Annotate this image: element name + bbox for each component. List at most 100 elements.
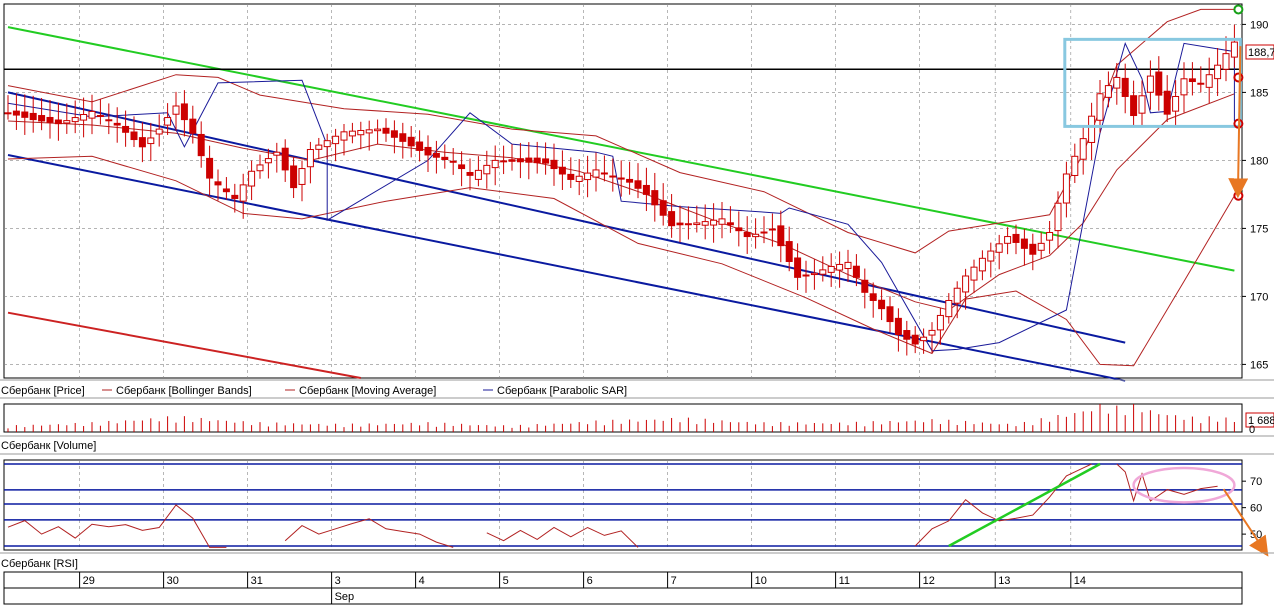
candle-6 xyxy=(54,102,62,141)
candle-body-84 xyxy=(710,219,718,226)
candle-body-144 xyxy=(1214,64,1222,80)
candle-87 xyxy=(735,211,743,247)
candle-body-115 xyxy=(970,266,978,281)
candle-body-27 xyxy=(231,194,239,199)
candle-104 xyxy=(878,289,886,321)
price-tick-label-5: 165 xyxy=(1250,359,1268,371)
candle-body-106 xyxy=(894,317,902,335)
candle-72 xyxy=(609,158,617,192)
candle-body-137 xyxy=(1155,71,1163,96)
candle-50 xyxy=(424,135,432,173)
candle-31 xyxy=(264,148,272,179)
candle-body-83 xyxy=(701,221,709,226)
candle-body-88 xyxy=(743,231,751,238)
candle-body-74 xyxy=(626,178,634,183)
price-tick-label-1: 185 xyxy=(1250,87,1268,99)
candle-body-13 xyxy=(113,122,121,126)
candle-body-63 xyxy=(533,157,541,164)
candle-111 xyxy=(936,307,944,345)
candle-body-85 xyxy=(718,218,726,225)
candle-body-0 xyxy=(4,112,12,115)
day-label-3: 3 xyxy=(335,575,341,587)
candle-body-46 xyxy=(390,130,398,138)
candle-23 xyxy=(197,121,205,168)
candle-143 xyxy=(1205,57,1213,104)
sar-marker-0 xyxy=(1233,4,1244,15)
candle-body-39 xyxy=(332,135,340,145)
candle-body-119 xyxy=(1004,236,1012,244)
candle-86 xyxy=(726,206,734,233)
candle-body-44 xyxy=(374,128,382,132)
candle-body-133 xyxy=(1121,77,1129,97)
candle-body-11 xyxy=(96,115,104,118)
rsi-annotations xyxy=(948,462,1269,557)
candle-body-76 xyxy=(642,184,650,195)
candle-body-124 xyxy=(1046,231,1054,241)
candle-body-79 xyxy=(668,211,676,227)
candle-113 xyxy=(953,281,961,319)
candle-32 xyxy=(273,142,281,173)
candle-70 xyxy=(592,152,600,192)
candle-64 xyxy=(542,142,550,175)
candle-body-134 xyxy=(1130,95,1138,117)
candle-106 xyxy=(894,308,902,352)
candle-138 xyxy=(1163,75,1171,123)
rsi-line-1 xyxy=(284,518,454,548)
candle-body-104 xyxy=(878,299,886,310)
price-legend: Сбербанк [Price] Сбербанк [Bollinger Ban… xyxy=(0,379,1274,399)
candle-132 xyxy=(1113,63,1121,105)
candle-124 xyxy=(1046,220,1054,254)
candle-96 xyxy=(810,259,818,290)
candle-body-78 xyxy=(659,200,667,216)
bollinger-lower-band xyxy=(7,155,1235,367)
candle-body-132 xyxy=(1113,76,1121,89)
candle-128 xyxy=(1079,125,1087,175)
candle-82 xyxy=(693,205,701,233)
candle-body-125 xyxy=(1054,202,1062,232)
candle-133 xyxy=(1121,63,1129,114)
candle-28 xyxy=(239,173,247,219)
candle-body-38 xyxy=(323,140,331,148)
candle-body-17 xyxy=(147,137,155,145)
candle-body-37 xyxy=(315,144,323,150)
volume-series xyxy=(7,404,1235,432)
day-label-2: 31 xyxy=(251,575,263,587)
candle-body-105 xyxy=(886,306,894,323)
candle-body-64 xyxy=(542,158,550,164)
candle-44 xyxy=(374,119,382,145)
candle-18 xyxy=(155,114,163,147)
candle-112 xyxy=(945,293,953,324)
legend-volume: Сбербанк [Volume] xyxy=(1,440,96,452)
candle-80 xyxy=(676,205,684,243)
day-label-12: 14 xyxy=(1074,575,1086,587)
candle-body-98 xyxy=(827,265,835,273)
rsi-forecast-arrow xyxy=(1222,488,1269,557)
candle-126 xyxy=(1062,161,1070,218)
candle-1 xyxy=(12,93,20,130)
day-label-8: 10 xyxy=(755,575,767,587)
candle-21 xyxy=(180,90,188,137)
candle-body-70 xyxy=(592,169,600,178)
candle-43 xyxy=(365,120,373,151)
day-label-7: 7 xyxy=(671,575,677,587)
candle-body-36 xyxy=(306,149,314,168)
price-tick-label-0: 190 xyxy=(1250,19,1268,31)
candle-52 xyxy=(441,144,449,169)
candle-body-94 xyxy=(794,257,802,278)
parabolic-sar-line xyxy=(7,41,1235,352)
legend-rsi: Сбербанк [RSI] xyxy=(1,558,78,570)
candle-body-80 xyxy=(676,222,684,226)
candle-body-127 xyxy=(1071,155,1079,176)
candle-body-24 xyxy=(206,157,214,179)
candle-77 xyxy=(651,172,659,222)
candle-58 xyxy=(491,145,499,186)
candle-body-141 xyxy=(1188,78,1196,83)
volume-last-value: 1 688 xyxy=(1248,415,1274,427)
candle-body-110 xyxy=(928,329,936,336)
candle-body-47 xyxy=(399,133,407,142)
candle-16 xyxy=(138,122,146,163)
candle-35 xyxy=(298,160,306,202)
candle-body-30 xyxy=(256,164,264,172)
candle-body-90 xyxy=(760,231,768,234)
candle-body-69 xyxy=(584,172,592,181)
